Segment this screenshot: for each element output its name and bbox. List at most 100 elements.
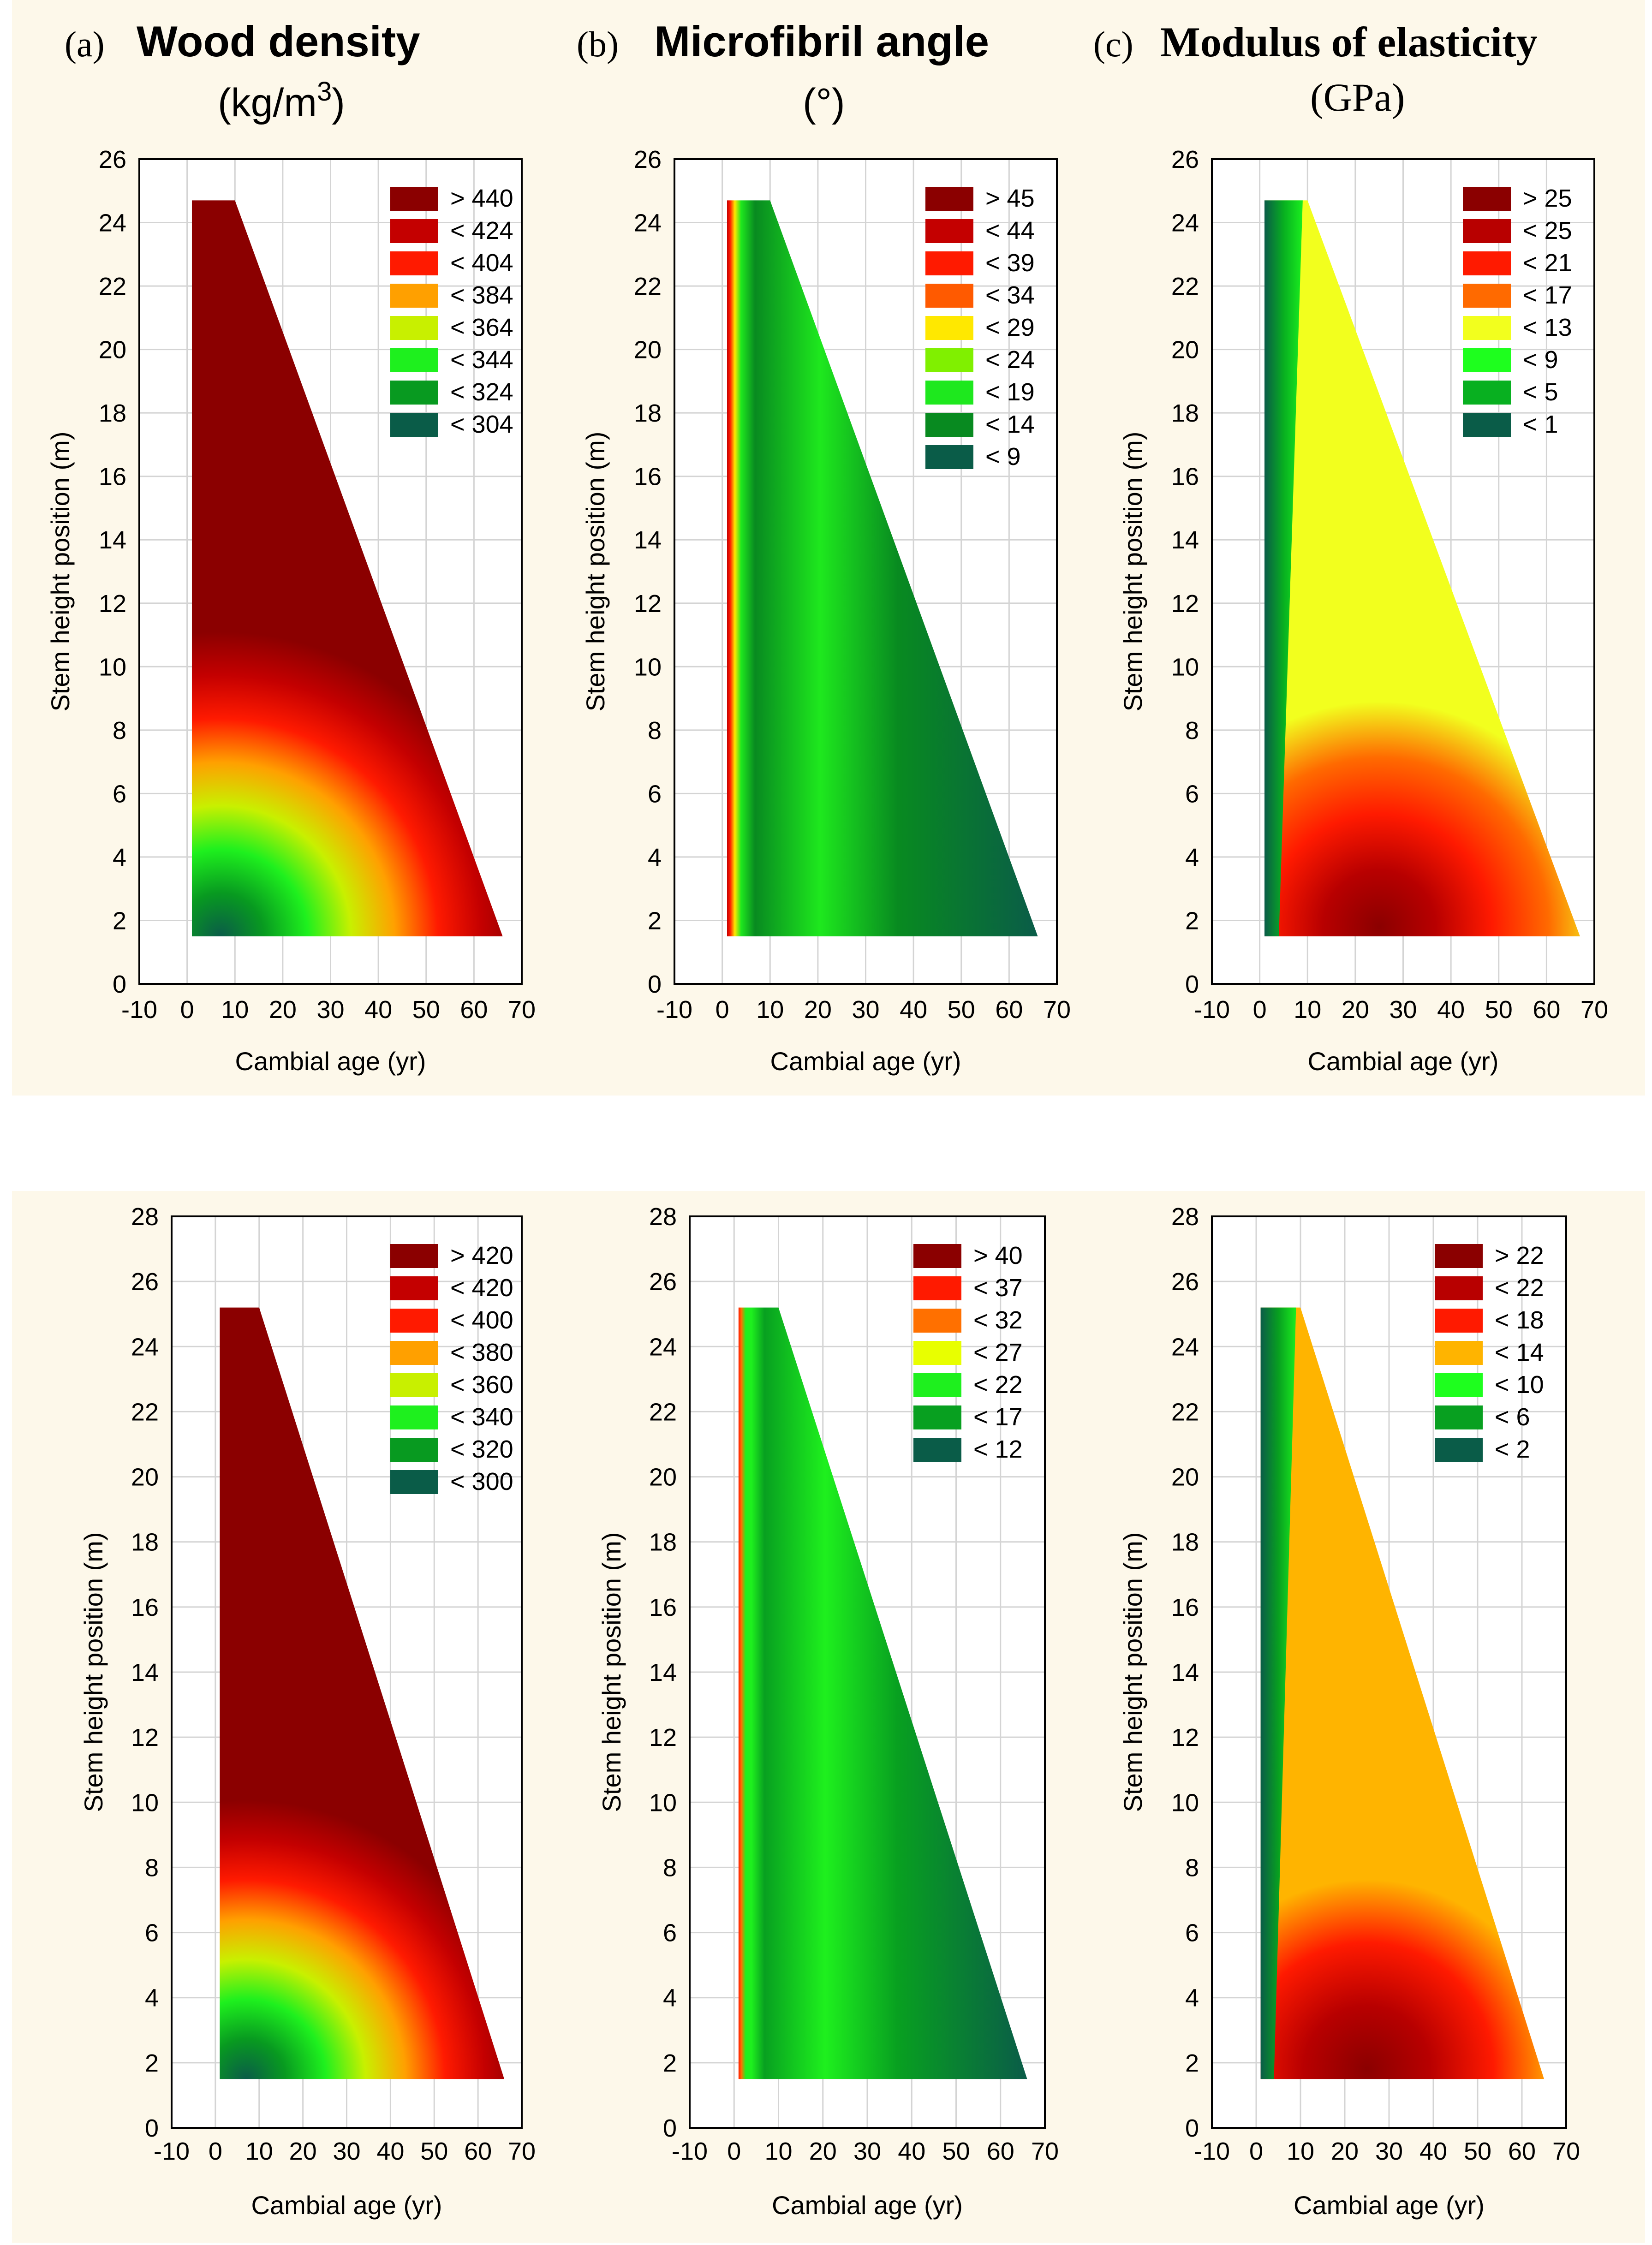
chart-0-1-xtick-label: 40: [900, 996, 927, 1024]
header-b-unit: (°): [803, 81, 845, 125]
chart-1-1-legend-swatch: [913, 1276, 961, 1300]
chart-0-2-legend-swatch: [1463, 316, 1511, 340]
chart-0-0-legend-swatch: [390, 219, 438, 243]
chart-0-2-ytick-label: 2: [1185, 907, 1199, 935]
chart-1-0-xtick-label: 30: [333, 2138, 360, 2165]
chart-0-2-legend-label: < 17: [1523, 281, 1572, 309]
chart-1-0-ytick-label: 6: [145, 1919, 159, 1947]
chart-1-1-ytick-label: 8: [663, 1854, 677, 1882]
chart-1-0-ytick-label: 18: [131, 1529, 159, 1556]
chart-0-0-ytick-label: 24: [99, 209, 126, 237]
chart-0-0-xtick-label: 20: [269, 996, 297, 1024]
chart-0-0-ytick-label: 22: [99, 273, 126, 300]
chart-1-1-ytick-label: 12: [649, 1724, 677, 1751]
chart-1-1-axes-frame: [689, 1215, 1046, 2129]
chart-1-2-ytick-label: 8: [1185, 1854, 1199, 1882]
chart-0-1-legend-swatch: [925, 413, 973, 437]
chart-0-0-ylabel: Stem height position (m): [46, 432, 75, 712]
chart-1-1-legend-label: < 22: [973, 1371, 1023, 1399]
chart-1-1-xtick-label: 10: [764, 2138, 792, 2165]
chart-0-2-legend-swatch: [1463, 187, 1511, 211]
chart-0-0-ytick-label: 0: [113, 971, 126, 998]
chart-1-1-legend-swatch: [913, 1373, 961, 1397]
chart-0-1-contour-surface: [727, 200, 1038, 936]
chart-1-2: -10 0 10 20 30 40 50 60 700246810121416182022242…: [1118, 1203, 1580, 2220]
chart-0-2-xlabel: Cambial age (yr): [1308, 1047, 1499, 1076]
chart-0-1-ytick-label: 10: [634, 653, 662, 681]
chart-0-1-legend-label: < 44: [985, 217, 1035, 244]
chart-1-1-xtick-label: -10: [672, 2138, 708, 2165]
chart-0-0-ytick-label: 16: [99, 463, 126, 491]
chart-1-0-xtick-label: 70: [508, 2138, 536, 2165]
chart-0-0-legend-label: > 440: [450, 185, 513, 212]
chart-0-1-legend-swatch: [925, 251, 973, 275]
chart-1-0-xlabel: Cambial age (yr): [251, 2191, 442, 2220]
chart-0-2-ytick-label: 12: [1171, 590, 1199, 618]
header-c-title: Modulus of elasticity: [1160, 18, 1538, 66]
chart-1-0-legend-label: < 420: [450, 1274, 513, 1302]
chart-1-2-legend-label: < 2: [1495, 1435, 1530, 1463]
chart-0-1-legend-label: < 39: [985, 249, 1035, 277]
chart-0-0-contour-surface: [191, 200, 503, 936]
chart-1-0-ytick-label: 24: [131, 1333, 159, 1361]
chart-1-2-xtick-label: -10: [1194, 2138, 1230, 2165]
chart-1-0-legend-label: < 380: [450, 1339, 513, 1366]
chart-0-2-legend-swatch: [1463, 284, 1511, 308]
chart-0-0-legend-swatch: [390, 187, 438, 211]
chart-1-2-ytick-label: 4: [1185, 1984, 1199, 2012]
chart-1-0-xtick-label: 10: [245, 2138, 273, 2165]
chart-1-0-ytick-label: 12: [131, 1724, 159, 1751]
chart-0-2-ytick-label: 20: [1171, 336, 1199, 364]
chart-1-1-legend: > 40 < 37 < 32 < 27 < 22 < 17 < 12: [913, 1242, 1023, 1463]
chart-0-2-legend-label: < 25: [1523, 217, 1572, 244]
chart-0-2-legend-label: < 1: [1523, 411, 1558, 438]
header-a: (a) Wood density (kg/m3): [65, 17, 420, 125]
chart-1-2-legend-swatch: [1435, 1276, 1483, 1300]
chart-0-2: -10 0 10 20 30 40 50 60 700246810121416182022242…: [1118, 146, 1608, 1076]
chart-1-0-legend-swatch: [390, 1470, 438, 1494]
chart-0-1-ytick-label: 12: [634, 590, 662, 618]
chart-1-2-ytick-label: 16: [1171, 1594, 1199, 1621]
chart-1-2-legend-swatch: [1435, 1309, 1483, 1333]
chart-1-2-xtick-label: 50: [1464, 2138, 1491, 2165]
chart-1-2-legend-label: < 14: [1495, 1339, 1544, 1366]
chart-0-2-xtick-label: 60: [1533, 996, 1560, 1024]
chart-0-0-legend-label: < 324: [450, 378, 513, 406]
chart-1-1-xtick-label: 40: [898, 2138, 925, 2165]
chart-1-1-ytick-label: 22: [649, 1398, 677, 1426]
chart-1-2-ytick-label: 26: [1171, 1268, 1199, 1296]
chart-0-1-ytick-label: 18: [634, 399, 662, 427]
header-b-title: Microfibril angle: [654, 17, 989, 66]
chart-1-0-legend-swatch: [390, 1405, 438, 1429]
chart-1-1-ytick-label: 20: [649, 1464, 677, 1491]
chart-0-1: -10 0 10 20 30 40 50 60 700246810121416182022242…: [581, 146, 1071, 1076]
header-a-unit: (kg/m3): [218, 77, 345, 125]
header-b-letter: (b): [577, 24, 619, 64]
chart-0-2-ytick-label: 14: [1171, 526, 1199, 554]
chart-0-0-ytick-label: 20: [99, 336, 126, 364]
chart-1-1-xtick-label: 50: [942, 2138, 970, 2165]
chart-1-1-ylabel: Stem height position (m): [597, 1532, 626, 1812]
chart-1-0-xtick-label: 0: [209, 2138, 222, 2165]
chart-0-1-ylabel: Stem height position (m): [581, 432, 610, 712]
chart-1-0: -10 0 10 20 30 40 50 60 700246810121416182022242…: [79, 1203, 536, 2220]
chart-1-1-legend-label: < 27: [973, 1339, 1023, 1366]
chart-1-0-legend-swatch: [390, 1309, 438, 1333]
chart-1-2-ytick-label: 28: [1171, 1203, 1199, 1231]
chart-1-1-xtick-label: 70: [1031, 2138, 1059, 2165]
chart-0-2-xtick-label: 0: [1253, 996, 1267, 1024]
chart-1-0-contour-surface: [220, 1307, 505, 2079]
chart-0-1-legend-label: < 24: [985, 346, 1035, 374]
chart-1-0-ytick-label: 22: [131, 1398, 159, 1426]
chart-1-1-legend-label: < 37: [973, 1274, 1023, 1302]
chart-1-0-legend-label: < 300: [450, 1468, 513, 1495]
chart-0-1-legend-label: < 19: [985, 378, 1035, 406]
chart-0-2-xtick-label: 30: [1389, 996, 1417, 1024]
chart-0-2-ytick-label: 6: [1185, 780, 1199, 808]
header-a-unit-base: (kg/m: [218, 81, 317, 125]
chart-0-1-legend-label: < 14: [985, 411, 1035, 438]
chart-0-1-legend-swatch: [925, 316, 973, 340]
chart-1-1-xtick-label: 20: [809, 2138, 837, 2165]
chart-1-2-xtick-label: 20: [1331, 2138, 1359, 2165]
